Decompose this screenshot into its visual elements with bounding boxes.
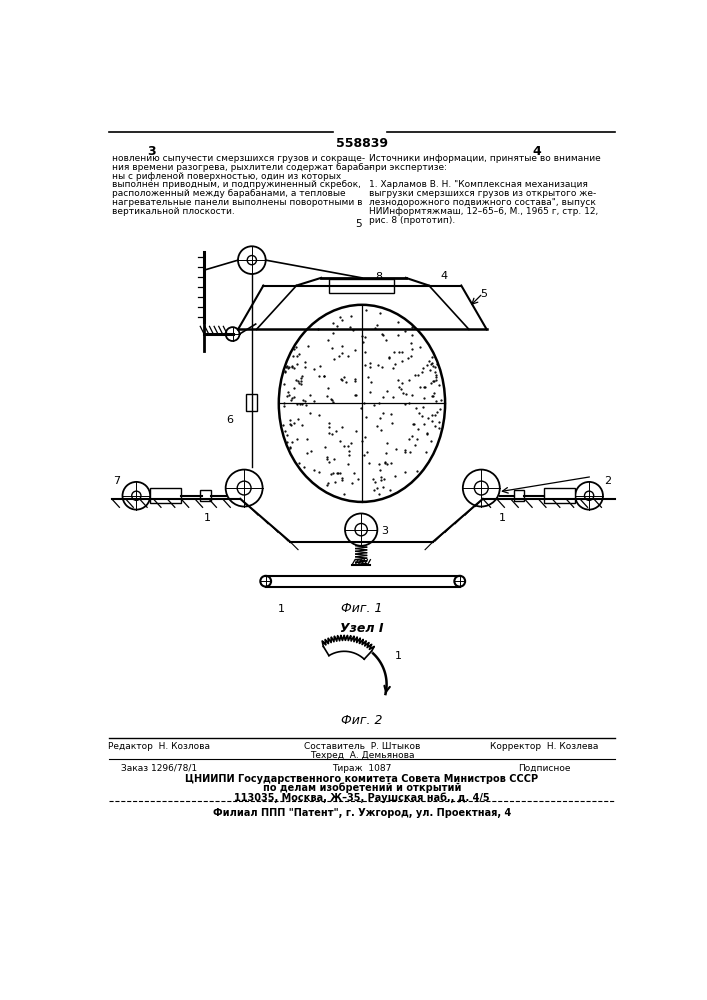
Text: 558839: 558839 [336, 137, 388, 150]
Text: Тираж  1087: Тираж 1087 [332, 764, 392, 773]
Text: Узел I: Узел I [340, 622, 384, 635]
Text: 3: 3 [148, 145, 156, 158]
Circle shape [345, 513, 378, 546]
Text: ния времени разогрева, рыхлители содержат бараба-: ния времени разогрева, рыхлители содержа… [112, 163, 372, 172]
Text: лезнодорожного подвижного состава", выпуск: лезнодорожного подвижного состава", выпу… [369, 198, 596, 207]
Text: 5: 5 [480, 289, 486, 299]
Circle shape [238, 246, 266, 274]
Circle shape [463, 470, 500, 507]
Text: 4: 4 [532, 145, 541, 158]
Text: по делам изобретений и открытий: по делам изобретений и открытий [263, 783, 461, 793]
Text: ЦНИИПИ Государственного комитета Совета Министров СССР: ЦНИИПИ Государственного комитета Совета … [185, 774, 539, 784]
Text: 1: 1 [204, 513, 211, 523]
Text: выполнен приводным, и подпружиненный скребок,: выполнен приводным, и подпружиненный скр… [112, 180, 361, 189]
Text: 6: 6 [226, 415, 233, 425]
Text: нагревательные панели выполнены поворотными в: нагревательные панели выполнены поворотн… [112, 198, 362, 207]
Text: 8: 8 [375, 272, 382, 282]
Text: 3: 3 [381, 526, 388, 536]
Circle shape [226, 470, 262, 507]
Text: 1. Харламов В. Н. "Комплексная механизация: 1. Харламов В. Н. "Комплексная механизац… [369, 180, 588, 189]
Bar [247, 394, 257, 411]
Text: 1: 1 [278, 604, 285, 614]
Text: при экспертизе:: при экспертизе: [369, 163, 447, 172]
Text: Фиг. 2: Фиг. 2 [341, 714, 382, 727]
Text: Источники информации, принятые во внимание: Источники информации, принятые во вниман… [369, 154, 601, 163]
Text: Подписное: Подписное [518, 764, 571, 773]
Text: 2: 2 [604, 476, 611, 486]
Bar [200, 490, 211, 501]
Circle shape [122, 482, 150, 510]
Text: вертикальной плоскости.: вертикальной плоскости. [112, 207, 235, 216]
Text: ны с рифленой поверхностью, один из которых: ны с рифленой поверхностью, один из кото… [112, 172, 341, 181]
Text: 113035, Москва, Ж–35, Раушская наб., д. 4/5: 113035, Москва, Ж–35, Раушская наб., д. … [234, 792, 490, 803]
Bar [514, 490, 525, 501]
Text: выгрузки смерзшихся грузов из открытого же-: выгрузки смерзшихся грузов из открытого … [369, 189, 596, 198]
Text: 5: 5 [355, 219, 361, 229]
Text: 1: 1 [498, 513, 506, 523]
Text: Филиал ППП "Патент", г. Ужгород, ул. Проектная, 4: Филиал ППП "Патент", г. Ужгород, ул. Про… [213, 808, 511, 818]
Text: рис. 8 (прототип).: рис. 8 (прототип). [369, 216, 455, 225]
Text: НИИнформтяжмаш, 12–65–6, М., 1965 г, стр. 12,: НИИнформтяжмаш, 12–65–6, М., 1965 г, стр… [369, 207, 598, 216]
Text: Редактор  Н. Козлова: Редактор Н. Козлова [108, 742, 211, 751]
Circle shape [575, 482, 603, 510]
Text: 7: 7 [114, 476, 121, 486]
Circle shape [226, 327, 240, 341]
Bar [544, 488, 575, 503]
Bar [150, 488, 181, 503]
Text: расположенный между барабанами, а тепловые: расположенный между барабанами, а теплов… [112, 189, 345, 198]
Polygon shape [322, 635, 374, 659]
Circle shape [260, 576, 271, 587]
Text: Корректор  Н. Козлева: Корректор Н. Козлева [490, 742, 599, 751]
Text: Составитель  Р. Штыков: Составитель Р. Штыков [304, 742, 420, 751]
Text: Техред  А. Демьянова: Техред А. Демьянова [310, 751, 414, 760]
Bar [329, 279, 395, 293]
Text: Заказ 1296/78/1: Заказ 1296/78/1 [122, 764, 197, 773]
Circle shape [455, 576, 465, 587]
Text: новлению сыпучести смерзшихся грузов и сокраще-: новлению сыпучести смерзшихся грузов и с… [112, 154, 365, 163]
Text: Фиг. 1: Фиг. 1 [341, 602, 382, 615]
Text: 1: 1 [395, 651, 402, 661]
Text: 4: 4 [440, 271, 448, 281]
